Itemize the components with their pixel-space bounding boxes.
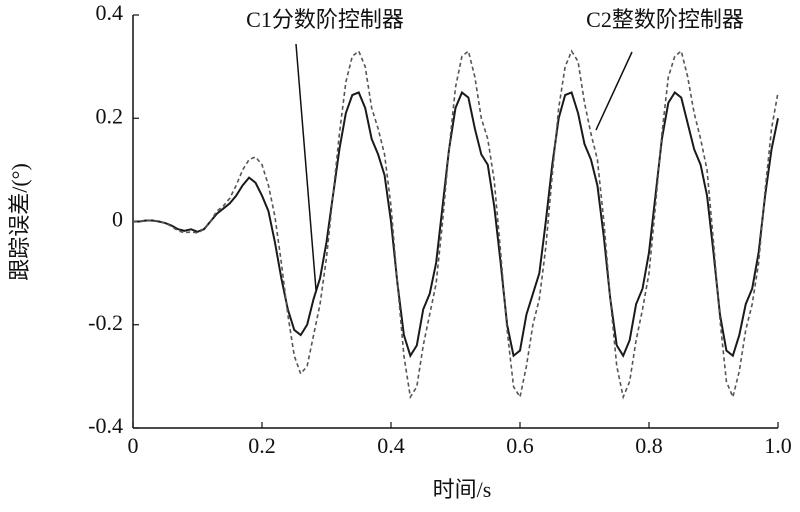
x-tick-label: 0.4 (377, 433, 405, 458)
series-line (133, 90, 779, 359)
y-tick-label: -0.4 (88, 413, 123, 438)
x-tick-label: 0 (128, 433, 139, 458)
series-line (133, 49, 779, 400)
y-tick-label: 0.4 (96, 0, 124, 25)
y-axis-label: 跟踪误差/(°) (7, 163, 32, 281)
x-tick-label: 0.2 (248, 433, 276, 458)
annotation: C2整数阶控制器 (586, 7, 744, 32)
y-tick-label: 0.2 (96, 103, 124, 128)
annotation: C1分数阶控制器 (246, 7, 404, 32)
annotation-leader (595, 51, 633, 131)
x-axis-label: 时间/s (433, 477, 492, 502)
y-tick-label: 0 (112, 207, 123, 232)
x-tick-label: 0.6 (506, 433, 534, 458)
y-tick-label: -0.2 (88, 310, 123, 335)
annotation-leader (295, 43, 317, 291)
x-tick-label: 1.0 (764, 433, 792, 458)
x-tick-label: 0.8 (635, 433, 663, 458)
